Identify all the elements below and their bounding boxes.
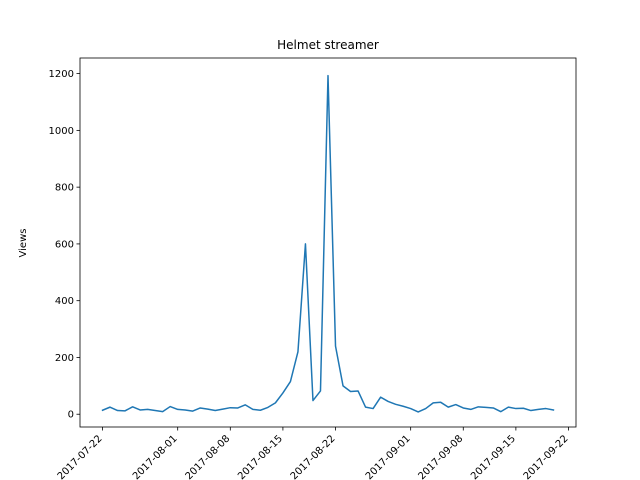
- y-tick-label: 1200: [49, 69, 74, 80]
- y-tick-label: 600: [55, 239, 74, 250]
- chart-title: Helmet streamer: [277, 38, 379, 52]
- y-tick-label: 800: [55, 183, 74, 194]
- y-tick-label: 0: [68, 410, 74, 421]
- y-tick-label: 400: [55, 296, 74, 307]
- y-axis-label: Views: [18, 229, 29, 258]
- axes-frame: [79, 57, 577, 428]
- y-tick-label: 200: [55, 353, 74, 364]
- y-tick-label: 1000: [49, 126, 74, 137]
- series-line: [101, 74, 555, 413]
